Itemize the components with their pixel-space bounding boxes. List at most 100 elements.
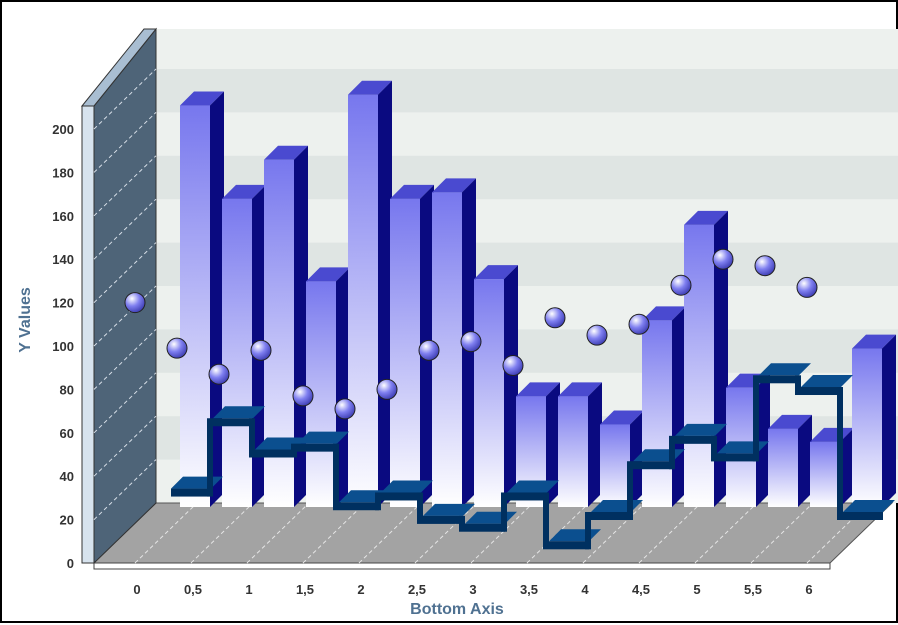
- bar: [180, 91, 224, 508]
- bar: [222, 184, 266, 508]
- y-tick-label: 60: [60, 426, 74, 441]
- bar-front: [642, 320, 672, 507]
- step-segment: [339, 490, 391, 511]
- left-wall-top: [80, 28, 158, 107]
- x-axis-title: Bottom Axis: [410, 601, 504, 618]
- step-riser: [627, 461, 633, 520]
- step-top: [843, 500, 895, 512]
- step-front: [297, 443, 337, 452]
- bar-top: [222, 184, 266, 199]
- step-riser: [669, 435, 675, 470]
- gridline-x: [302, 502, 366, 564]
- step-riser: [333, 443, 339, 511]
- data-point: [166, 337, 188, 359]
- bar-top: [516, 382, 560, 397]
- chart-marks: [124, 80, 896, 550]
- data-point: [754, 255, 776, 277]
- step-front: [339, 502, 379, 511]
- gridline-y: [93, 155, 157, 217]
- bar-front: [180, 105, 210, 508]
- bar-top: [180, 91, 224, 106]
- step-segment: [843, 500, 895, 520]
- gridline-y: [93, 68, 157, 130]
- bar-side: [210, 91, 224, 508]
- step-front: [843, 512, 883, 520]
- bar-front: [600, 424, 630, 507]
- bar-front: [810, 441, 840, 507]
- gridline-x: [190, 502, 254, 564]
- bar: [852, 334, 896, 507]
- bar: [306, 267, 350, 507]
- step-top: [675, 423, 727, 436]
- gridline-y: [93, 285, 157, 347]
- bar: [726, 373, 770, 507]
- step-segment: [465, 492, 517, 532]
- step-riser: [837, 387, 843, 520]
- grid-band: [156, 69, 898, 113]
- bar: [390, 184, 434, 508]
- data-point: [544, 307, 566, 329]
- gridline-x: [694, 502, 758, 564]
- step-top: [213, 406, 265, 419]
- bar: [474, 265, 518, 507]
- bar-top: [432, 178, 476, 193]
- bar-side: [588, 382, 602, 507]
- gridline-y: [93, 242, 157, 303]
- gridline-x: [134, 502, 198, 564]
- gridlines: [93, 68, 870, 564]
- x-tick-label: 4: [581, 582, 589, 597]
- x-tick-label: 1,5: [296, 582, 314, 597]
- gridline-y: [93, 372, 157, 434]
- step-riser: [459, 515, 465, 532]
- step-segment: [423, 503, 475, 532]
- bar: [810, 427, 854, 507]
- step-segment: [717, 375, 769, 462]
- bar-side: [840, 427, 854, 507]
- gridline-y: [93, 459, 157, 520]
- x-tick-label: 5: [693, 582, 700, 597]
- data-point: [208, 363, 230, 385]
- x-tick-label: 0: [133, 582, 140, 597]
- bar-side: [294, 145, 308, 508]
- data-point: [502, 355, 524, 377]
- left-wall: [93, 27, 157, 565]
- step-front: [759, 375, 799, 384]
- step-top: [759, 363, 811, 376]
- x-tick-label: 6: [805, 582, 812, 597]
- gridline-x: [582, 502, 646, 564]
- gridline-x: [414, 502, 478, 564]
- step-riser: [585, 512, 591, 550]
- data-point: [586, 324, 608, 346]
- bar-top: [390, 184, 434, 199]
- step-front: [171, 488, 211, 497]
- gridline-x: [358, 502, 422, 564]
- bar-side: [672, 306, 686, 507]
- bar-top: [768, 414, 812, 429]
- y-tick-label: 120: [52, 296, 74, 311]
- step-segment: [801, 375, 853, 520]
- x-tick-label: 3,5: [520, 582, 538, 597]
- y-tick-label: 20: [60, 513, 74, 528]
- floor-edge: [93, 562, 831, 570]
- step-front: [675, 435, 715, 444]
- step-segment: [171, 418, 223, 497]
- bar-front: [474, 279, 504, 507]
- bar-side: [546, 382, 560, 507]
- step-front: [213, 418, 253, 427]
- step-riser: [207, 418, 213, 497]
- bar-top: [642, 306, 686, 321]
- bar-front: [390, 198, 420, 508]
- bar-top: [306, 267, 350, 282]
- data-point: [712, 248, 734, 270]
- data-point: [124, 292, 146, 314]
- step-segment: [507, 480, 559, 550]
- bar-top: [684, 210, 728, 225]
- data-point: [670, 274, 692, 296]
- step-top: [507, 480, 559, 493]
- y-tick-label: 180: [52, 165, 74, 180]
- step-riser: [249, 418, 255, 458]
- bar-side: [798, 414, 812, 507]
- step-front: [549, 541, 589, 550]
- step-segment: [255, 437, 307, 458]
